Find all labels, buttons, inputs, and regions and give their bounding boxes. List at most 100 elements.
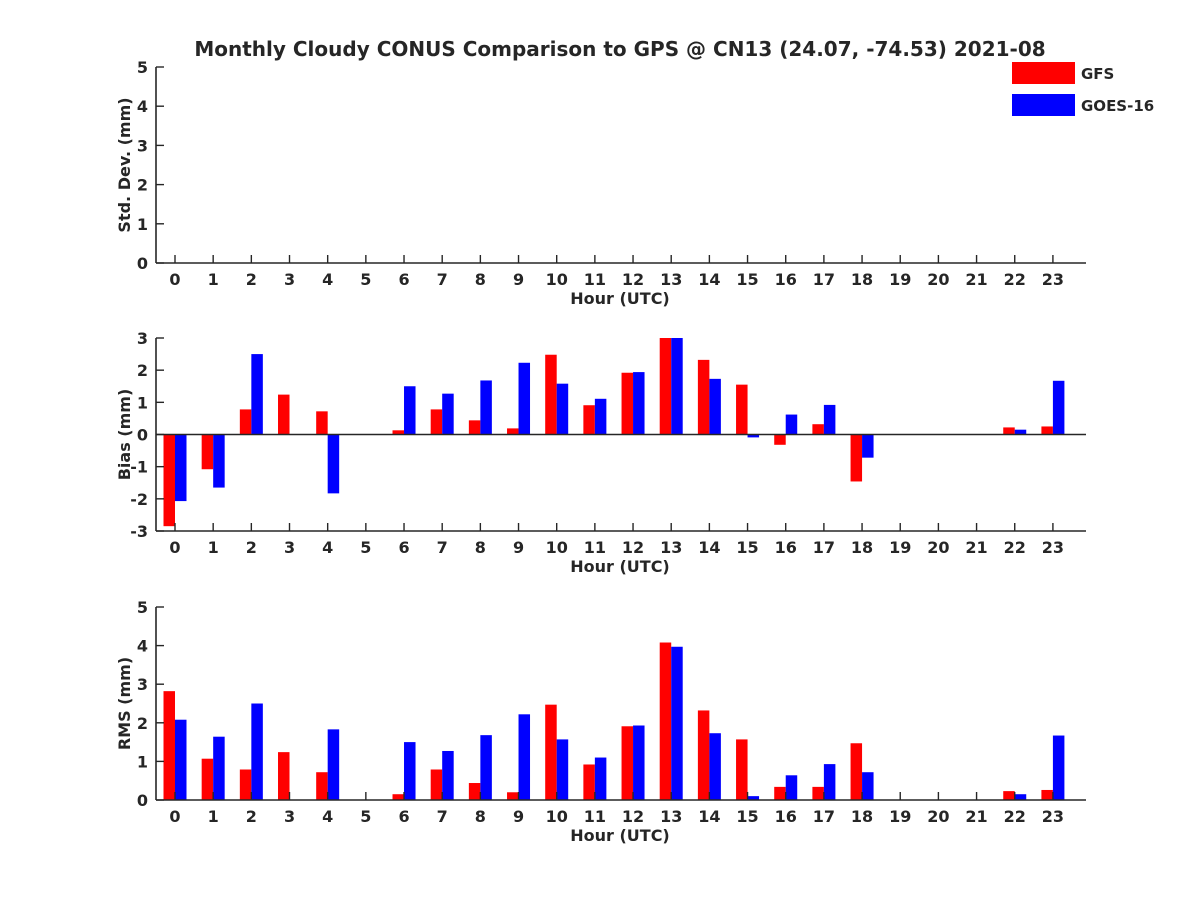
- y-tick-label: 4: [137, 637, 148, 656]
- x-tick-label: 23: [1042, 270, 1064, 289]
- bar-goes-16-hour-14: [709, 733, 721, 800]
- bar-goes-16-hour-15: [747, 434, 760, 438]
- x-tick-label: 15: [736, 538, 758, 557]
- y-tick-label: 3: [137, 136, 148, 155]
- bar-goes-16-hour-11: [594, 398, 607, 435]
- x-tick-label: 2: [246, 270, 257, 289]
- bar-goes-16-hour-16: [785, 775, 798, 800]
- bar-gfs-hour-18: [850, 434, 863, 482]
- bar-gfs-hour-23: [1041, 789, 1053, 800]
- bar-goes-16-hour-23: [1052, 735, 1065, 800]
- bar-gfs-hour-18: [850, 743, 863, 800]
- y-axis-label: Std. Dev. (mm): [115, 97, 134, 232]
- bar-gfs-hour-11: [583, 764, 595, 800]
- bar-goes-16-hour-1: [213, 434, 225, 488]
- x-tick-label: 20: [927, 807, 949, 826]
- x-tick-label: 23: [1042, 807, 1064, 826]
- bar-goes-16-hour-12: [633, 725, 645, 800]
- legend-label-gfs: GFS: [1081, 65, 1114, 83]
- bar-gfs-hour-22: [1003, 427, 1015, 435]
- x-tick-label: 4: [322, 270, 333, 289]
- bar-gfs-hour-2: [239, 769, 252, 800]
- x-tick-label: 1: [208, 270, 219, 289]
- bar-gfs-hour-0: [163, 434, 175, 527]
- bar-gfs-hour-9: [507, 428, 519, 435]
- bar-gfs-hour-13: [659, 338, 672, 435]
- bar-goes-16-hour-9: [518, 362, 531, 435]
- bar-gfs-hour-22: [1003, 791, 1015, 800]
- bar-gfs-hour-23: [1041, 426, 1053, 435]
- y-tick-label: 4: [137, 97, 148, 116]
- x-axis-label: Hour (UTC): [570, 289, 670, 308]
- x-tick-label: 18: [851, 270, 873, 289]
- x-tick-label: 10: [546, 270, 568, 289]
- bar-goes-16-hour-17: [823, 764, 836, 800]
- x-tick-label: 22: [1004, 538, 1026, 557]
- x-tick-label: 5: [360, 270, 371, 289]
- bar-gfs-hour-8: [468, 783, 481, 800]
- chart-title: Monthly Cloudy CONUS Comparison to GPS @…: [194, 37, 1045, 61]
- x-tick-label: 14: [698, 807, 720, 826]
- bar-gfs-hour-9: [507, 792, 519, 800]
- bar-gfs-hour-0: [163, 691, 175, 800]
- bar-gfs-hour-16: [774, 434, 786, 445]
- x-tick-label: 18: [851, 807, 873, 826]
- bar-gfs-hour-8: [468, 420, 481, 435]
- bar-gfs-hour-2: [239, 409, 252, 435]
- x-tick-label: 19: [889, 538, 911, 557]
- bar-gfs-hour-1: [201, 434, 214, 470]
- x-tick-label: 4: [322, 807, 333, 826]
- bar-gfs-hour-10: [545, 354, 557, 435]
- y-axis-label: Bias (mm): [115, 389, 134, 481]
- bar-gfs-hour-7: [430, 409, 443, 435]
- x-tick-label: 11: [584, 807, 606, 826]
- x-tick-label: 20: [927, 538, 949, 557]
- bar-goes-16-hour-2: [251, 354, 263, 435]
- bar-gfs-hour-15: [736, 384, 748, 435]
- y-tick-label: 3: [137, 675, 148, 694]
- x-tick-label: 11: [584, 538, 606, 557]
- x-tick-label: 2: [246, 538, 257, 557]
- x-tick-label: 1: [208, 807, 219, 826]
- x-tick-label: 12: [622, 270, 644, 289]
- x-tick-label: 16: [775, 538, 797, 557]
- bar-goes-16-hour-8: [480, 735, 492, 800]
- bar-goes-16-hour-16: [785, 414, 798, 435]
- x-tick-label: 13: [660, 270, 682, 289]
- x-tick-label: 0: [169, 807, 180, 826]
- x-tick-label: 6: [398, 538, 409, 557]
- bar-gfs-hour-7: [430, 769, 443, 800]
- x-tick-label: 0: [169, 538, 180, 557]
- x-tick-label: 9: [513, 270, 524, 289]
- x-tick-label: 17: [813, 538, 835, 557]
- bar-goes-16-hour-11: [594, 757, 607, 800]
- x-tick-label: 12: [622, 807, 644, 826]
- bar-goes-16-hour-10: [556, 739, 569, 800]
- x-tick-label: 22: [1004, 270, 1026, 289]
- bar-goes-16-hour-14: [709, 378, 721, 435]
- x-tick-label: 3: [284, 270, 295, 289]
- x-tick-label: 13: [660, 807, 682, 826]
- bar-goes-16-hour-18: [862, 434, 874, 458]
- x-tick-label: 15: [736, 807, 758, 826]
- x-tick-label: 6: [398, 807, 409, 826]
- bar-goes-16-hour-13: [671, 338, 683, 435]
- x-tick-label: 19: [889, 270, 911, 289]
- bar-gfs-hour-13: [659, 642, 672, 800]
- bar-goes-16-hour-15: [747, 796, 760, 800]
- x-tick-label: 18: [851, 538, 873, 557]
- x-tick-label: 13: [660, 538, 682, 557]
- x-tick-label: 9: [513, 807, 524, 826]
- x-axis-label: Hour (UTC): [570, 826, 670, 845]
- x-tick-label: 14: [698, 270, 720, 289]
- x-tick-label: 8: [475, 807, 486, 826]
- x-tick-label: 21: [965, 807, 987, 826]
- bar-gfs-hour-10: [545, 704, 557, 800]
- legend-label-goes-16: GOES-16: [1081, 97, 1154, 115]
- x-tick-label: 0: [169, 270, 180, 289]
- bar-gfs-hour-17: [812, 786, 824, 800]
- legend-swatch-gfs: [1012, 62, 1075, 84]
- x-tick-label: 19: [889, 807, 911, 826]
- x-tick-label: 1: [208, 538, 219, 557]
